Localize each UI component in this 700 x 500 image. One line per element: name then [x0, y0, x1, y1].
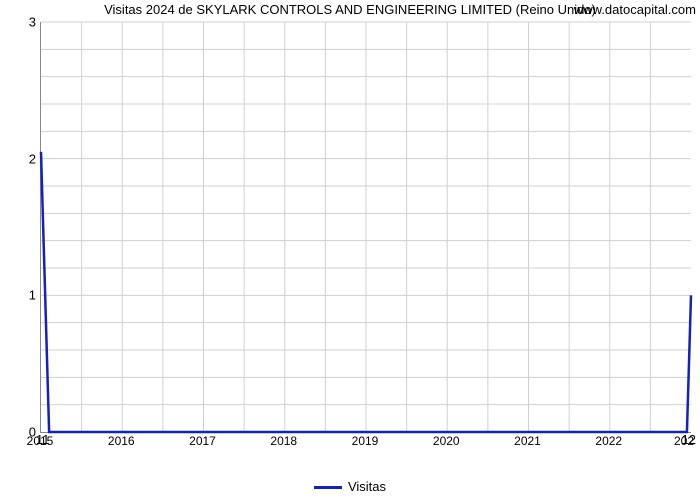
xtick-label: 202: [674, 434, 694, 448]
xtick-label: 2019: [352, 434, 379, 448]
xtick-label: 2022: [595, 434, 622, 448]
plot-area: [40, 22, 691, 433]
legend-swatch: [314, 486, 342, 489]
xtick-label: 2018: [270, 434, 297, 448]
legend: Visitas: [0, 479, 700, 494]
legend-label: Visitas: [348, 479, 386, 494]
chart-container: Visitas 2024 de SKYLARK CONTROLS AND ENG…: [0, 0, 700, 500]
xtick-label: 2016: [108, 434, 135, 448]
xtick-label: 2020: [433, 434, 460, 448]
xtick-label: 2021: [514, 434, 541, 448]
xtick-label: 2017: [189, 434, 216, 448]
ytick-label: 1: [29, 288, 36, 303]
xtick-label: 2015: [27, 434, 54, 448]
ytick-label: 3: [29, 15, 36, 30]
line-svg: [41, 22, 691, 432]
watermark-text: www.datocapital.com: [574, 2, 696, 17]
ytick-label: 2: [29, 152, 36, 167]
